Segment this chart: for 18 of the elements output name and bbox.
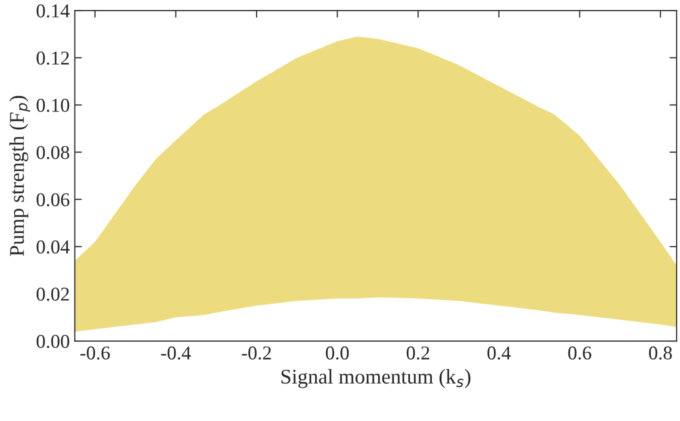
y-tick-label: 0.12 — [36, 52, 69, 65]
x-tick-label: 0.2 — [406, 346, 430, 360]
x-tick-label: 0.8 — [649, 346, 672, 360]
y-tick-label: 0.06 — [36, 193, 70, 206]
x-tick-label: -0.2 — [242, 346, 271, 360]
y-axis-title: Pump strength (F$_{p}$) — [9, 96, 30, 256]
y-tick-label: 0.00 — [36, 334, 70, 348]
x-tick-label: -0.4 — [161, 346, 191, 360]
x-tick-label: -0.6 — [80, 346, 110, 360]
y-tick-label: 0.08 — [36, 146, 70, 160]
x-axis-title: Signal momentum (k$_{s}$) — [281, 369, 470, 388]
y-tick-label: 0.04 — [36, 240, 70, 254]
x-tick-label: 0.6 — [568, 346, 592, 360]
y-tick-label: 0.10 — [36, 98, 70, 112]
x-tick-label: 0.4 — [487, 346, 511, 360]
x-tick-label: 0.0 — [326, 346, 349, 360]
y-tick-label: 0.14 — [36, 4, 70, 18]
y-tick-label: 0.02 — [36, 288, 69, 301]
